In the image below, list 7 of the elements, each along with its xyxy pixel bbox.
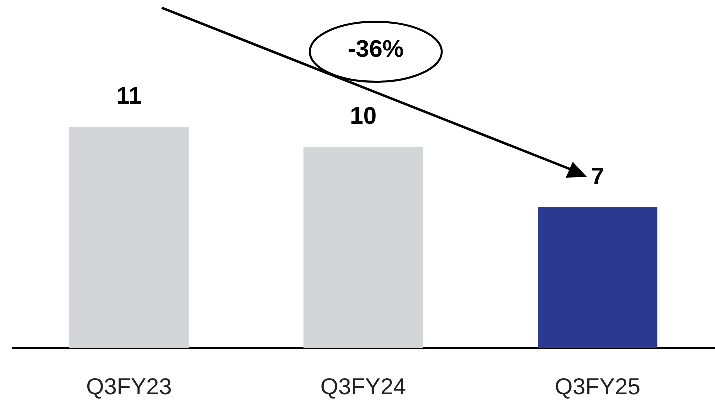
data-label: 11	[116, 83, 142, 110]
data-label: 7	[591, 163, 605, 190]
x-tick-label: Q3FY23	[86, 374, 172, 400]
x-tick-label: Q3FY25	[555, 374, 641, 400]
text: -36%	[346, 36, 406, 64]
data-label: 10	[350, 103, 377, 130]
x-tick-label: Q3FY24	[320, 374, 407, 400]
